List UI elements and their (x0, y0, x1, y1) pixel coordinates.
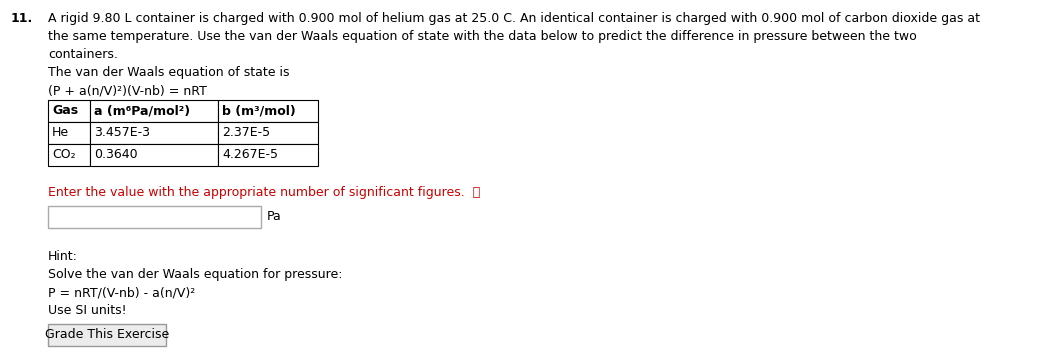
Text: Gas: Gas (52, 105, 78, 117)
Text: Pa: Pa (267, 211, 282, 223)
Text: b (m³/mol): b (m³/mol) (222, 105, 296, 117)
Text: Enter the value with the appropriate number of significant figures.  ⓘ: Enter the value with the appropriate num… (48, 186, 480, 199)
Text: CO₂: CO₂ (52, 149, 76, 161)
Text: 0.3640: 0.3640 (94, 149, 137, 161)
Bar (48, 324, 166, 346)
Text: containers.: containers. (48, 48, 117, 61)
Text: 11.: 11. (11, 12, 33, 25)
Text: Hint:: Hint: (48, 250, 78, 263)
Text: 4.267E-5: 4.267E-5 (222, 149, 278, 161)
Text: 2.37E-5: 2.37E-5 (222, 126, 270, 140)
Text: a (m⁶Pa/mol²): a (m⁶Pa/mol²) (94, 105, 190, 117)
Bar (218, 144, 318, 166)
Bar (90, 100, 218, 122)
Text: (P + a(n/V)²)(V-nb) = nRT: (P + a(n/V)²)(V-nb) = nRT (48, 84, 207, 97)
Text: The van der Waals equation of state is: The van der Waals equation of state is (48, 66, 290, 79)
Bar (48, 144, 90, 166)
Text: Use SI units!: Use SI units! (48, 304, 127, 317)
Text: the same temperature. Use the van der Waals equation of state with the data belo: the same temperature. Use the van der Wa… (48, 30, 916, 43)
Text: Solve the van der Waals equation for pressure:: Solve the van der Waals equation for pre… (48, 268, 343, 281)
Bar (48, 100, 90, 122)
Text: He: He (52, 126, 70, 140)
Text: Grade This Exercise: Grade This Exercise (45, 328, 169, 342)
Bar (48, 206, 261, 228)
Bar (90, 122, 218, 144)
Bar (218, 122, 318, 144)
Text: A rigid 9.80 L container is charged with 0.900 mol of helium gas at 25.0 C. An i: A rigid 9.80 L container is charged with… (48, 12, 980, 25)
Text: 3.457E-3: 3.457E-3 (94, 126, 150, 140)
Text: P = nRT/(V-nb) - a(n/V)²: P = nRT/(V-nb) - a(n/V)² (48, 286, 195, 299)
Bar (218, 100, 318, 122)
Bar (48, 122, 90, 144)
Bar (90, 144, 218, 166)
